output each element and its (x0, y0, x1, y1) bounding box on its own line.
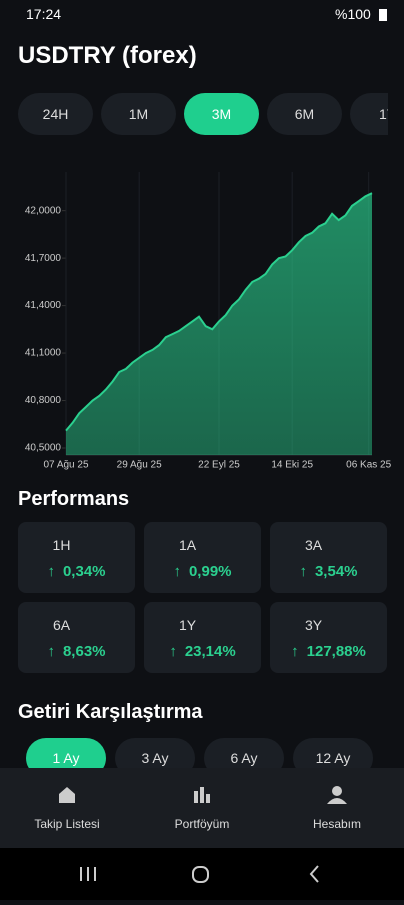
status-bar: 17:24 %100 (0, 0, 404, 30)
x-tick-label: 14 Eki 25 (271, 460, 313, 471)
change-value: 127,88% (306, 643, 366, 660)
period-label: 1A (178, 537, 197, 553)
y-tick-label: 41,1000 (25, 348, 62, 359)
status-battery: %100 (335, 6, 371, 22)
nav-label: Takip Listesi (34, 817, 100, 831)
section-title: Performans (18, 488, 130, 510)
nav-icon (194, 787, 210, 803)
change-value: 8,63% (62, 643, 106, 660)
change-value: 3,54% (314, 563, 358, 580)
y-tick-label: 41,7000 (25, 253, 62, 264)
change-value: 0,34% (62, 563, 106, 580)
period-label: 1H (52, 537, 71, 553)
y-tick-label: 41,4000 (25, 300, 62, 311)
performance-card: 6A ↑ 8,63% (18, 602, 135, 673)
nav-item[interactable]: Takip Listesi (0, 768, 134, 831)
nav-icon (327, 786, 347, 804)
range-tab[interactable]: 1Y (350, 93, 388, 135)
range-tabs: 24H1M3M6M1Y (18, 93, 388, 135)
up-arrow: ↑ (47, 563, 55, 580)
section-title: Getiri Karşılaştırma (18, 701, 203, 723)
up-arrow: ↑ (173, 563, 181, 580)
change-value: 23,14% (184, 643, 236, 660)
page-title: USDTRY (forex) (18, 42, 197, 69)
nav-label: Portföyüm (174, 817, 230, 831)
chart: 40,5000 40,8000 41,1000 41,4000 41,7000 42,00… (25, 172, 392, 471)
system-buttons (80, 865, 319, 883)
change-row: ↑ 8,63% (18, 643, 135, 660)
up-arrow: ↑ (299, 563, 307, 580)
y-tick-label: 42,0000 (25, 205, 62, 216)
x-tick-label: 29 Ağu 25 (117, 460, 162, 471)
y-tick-label: 40,5000 (25, 443, 62, 454)
range-tab[interactable]: 6M (267, 93, 342, 135)
period-label: 3A (304, 537, 323, 553)
x-tick-label: 22 Eyl 25 (198, 460, 240, 471)
y-tick-label: 40,8000 (25, 395, 62, 406)
performance-card: 1Y ↑ 23,14% (144, 602, 261, 673)
performance-card: 3Y ↑ 127,88% (270, 602, 387, 673)
change-row: ↑ 127,88% (270, 643, 387, 660)
up-arrow: ↑ (169, 643, 177, 660)
bottom-nav: Takip Listesi Portföyüm Hesabım (0, 768, 404, 848)
x-tick-label: 07 Ağu 25 (43, 460, 88, 471)
x-tick-label: 06 Kas 25 (346, 460, 391, 471)
line (65, 192, 373, 432)
nav-item[interactable]: Hesabım (270, 768, 404, 831)
change-row: ↑ 0,99% (144, 563, 261, 580)
nav-label: Hesabım (312, 817, 362, 831)
nav-item[interactable]: Portföyüm (135, 768, 269, 831)
change-value: 0,99% (188, 563, 232, 580)
battery-icon (379, 9, 387, 21)
change-row: ↑ 23,14% (144, 643, 261, 660)
change-row: ↑ 3,54% (270, 563, 387, 580)
performance-card: 3A ↑ 3,54% (270, 522, 387, 593)
performance-card: 1H ↑ 0,34% (18, 522, 135, 593)
up-arrow: ↑ (47, 643, 55, 660)
range-tab[interactable]: 1M (101, 93, 176, 135)
period-label: 1Y (178, 617, 197, 633)
period-label: 3Y (304, 617, 323, 633)
status-time: 17:24 (26, 6, 62, 22)
period-label: 6A (52, 617, 71, 633)
range-tab[interactable]: 3M (184, 93, 259, 135)
area (66, 193, 372, 455)
nav-icon (59, 787, 75, 803)
system-nav (0, 848, 404, 900)
range-tab[interactable]: 24H (18, 93, 93, 135)
change-row: ↑ 0,34% (18, 563, 135, 580)
performance-card: 1A ↑ 0,99% (144, 522, 261, 593)
up-arrow: ↑ (291, 643, 299, 660)
